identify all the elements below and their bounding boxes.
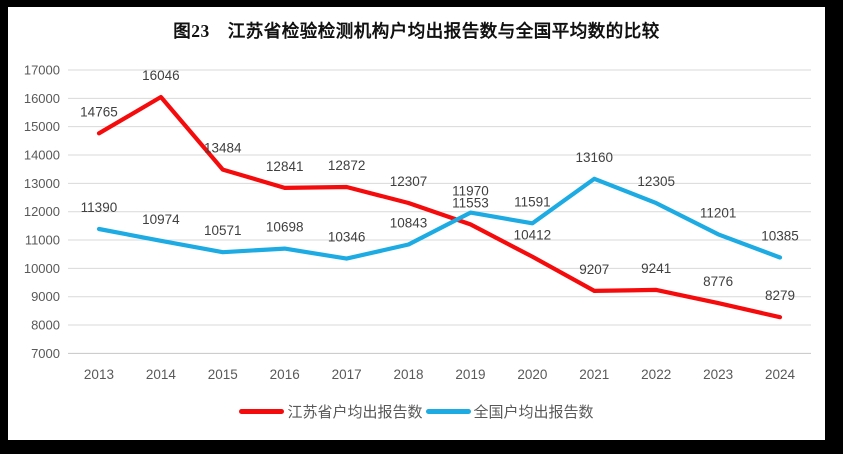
- data-label: 11201: [700, 205, 737, 220]
- y-axis-tick-label: 17000: [24, 63, 60, 78]
- data-label: 11390: [81, 200, 118, 215]
- y-axis-tick-label: 14000: [24, 148, 60, 163]
- data-label: 10843: [390, 215, 428, 230]
- legend-label-jiangsu-series: 江苏省户均出报告数: [287, 404, 423, 421]
- data-label: 10385: [761, 228, 799, 243]
- data-label: 10346: [328, 230, 366, 245]
- data-label: 14765: [80, 104, 118, 119]
- data-label: 8776: [703, 274, 733, 289]
- data-labels: 14765 16046 13484 12841 12872 12307 11553 10412…: [80, 68, 799, 303]
- data-label: 10974: [142, 212, 180, 227]
- series-line-jiangsu: [96, 94, 783, 320]
- y-axis-tick-label: 16000: [24, 91, 60, 106]
- data-label: 9241: [641, 261, 671, 276]
- x-axis-year-label: 2016: [270, 367, 300, 382]
- x-axis-year-label: 2014: [146, 367, 177, 382]
- series-line-national: [96, 176, 783, 261]
- data-label: 10571: [204, 223, 242, 238]
- y-axis-tick-labels: 7000 8000 9000 10000 11000 12000 13000 14000 150…: [24, 63, 60, 361]
- y-axis-tick-label: 15000: [24, 119, 60, 134]
- x-axis-year-label: 2017: [332, 367, 362, 382]
- y-axis-tick-label: 12000: [24, 204, 60, 219]
- y-axis-tick-label: 10000: [24, 261, 60, 276]
- line-chart-plot-area: 7000 8000 9000 10000 11000 12000 13000 14000 150…: [24, 63, 811, 382]
- legend-label-national-series: 全国户均出报告数: [473, 404, 594, 421]
- data-label: 11970: [452, 184, 489, 199]
- x-axis-year-label: 2021: [579, 367, 609, 382]
- data-label: 11553: [452, 195, 489, 210]
- data-label: 13484: [204, 141, 242, 156]
- legend-dash-jiangsu-series: [239, 409, 285, 414]
- data-label: 10412: [514, 228, 552, 243]
- data-label: 8279: [765, 288, 795, 303]
- data-label: 12841: [266, 159, 304, 174]
- data-label: 12307: [390, 174, 428, 189]
- legend: 江苏省户均出报告数 全国户均出报告数: [8, 401, 825, 422]
- chart-canvas: 图23 江苏省检验检测机构户均出报告数与全国平均数的比较 7000 8000 900…: [8, 7, 825, 440]
- x-axis-year-label: 2013: [84, 367, 114, 382]
- data-label: 10698: [266, 220, 304, 235]
- y-axis-tick-label: 9000: [31, 289, 60, 304]
- data-label: 11591: [514, 194, 551, 209]
- y-axis-tick-label: 13000: [24, 176, 60, 191]
- data-label: 12305: [637, 174, 675, 189]
- x-axis-year-label: 2018: [394, 367, 424, 382]
- x-axis-year-label: 2020: [517, 367, 547, 382]
- legend-dash-national-series: [425, 409, 471, 414]
- chart-title: 图23 江苏省检验检测机构户均出报告数与全国平均数的比较: [173, 21, 660, 41]
- x-axis-year-label: 2023: [703, 367, 733, 382]
- y-axis-tick-label: 11000: [25, 233, 60, 248]
- x-axis-year-label: 2024: [765, 367, 796, 382]
- x-axis-year-label: 2022: [641, 367, 671, 382]
- y-axis-tick-label: 7000: [31, 346, 60, 361]
- data-label: 9207: [579, 262, 609, 277]
- data-label: 16046: [142, 68, 180, 83]
- data-label: 12872: [328, 158, 366, 173]
- x-axis-year-label: 2015: [208, 367, 238, 382]
- data-label: 13160: [576, 150, 614, 165]
- y-axis-tick-label: 8000: [31, 318, 60, 333]
- x-axis-year-labels: 2013 2014 2015 2016 2017 2018 2019 2020 2021 2022…: [84, 367, 796, 382]
- x-axis-year-label: 2019: [455, 367, 485, 382]
